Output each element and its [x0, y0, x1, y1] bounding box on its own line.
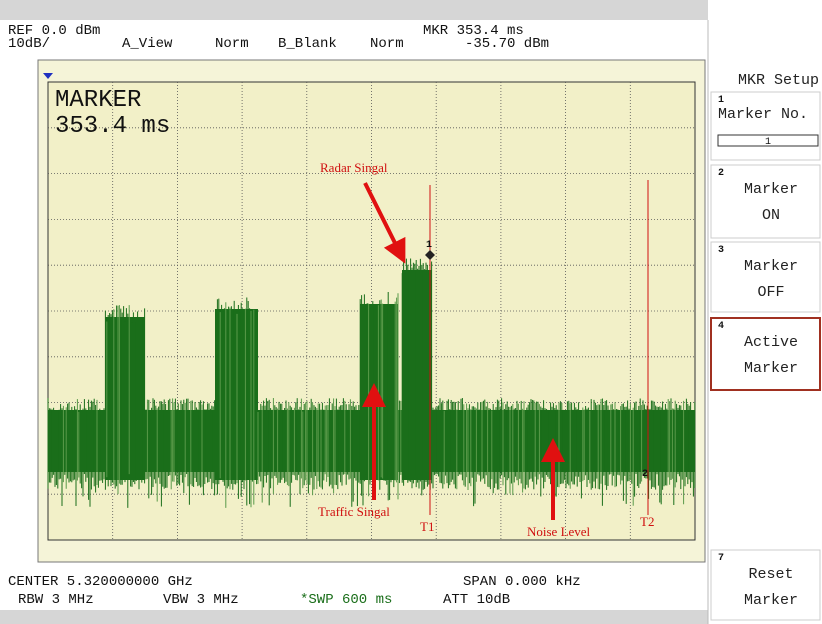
ref-level: REF 0.0 dBm [8, 23, 100, 39]
marker-diamond [425, 250, 435, 260]
softkey-field [717, 134, 819, 147]
marker-level: -35.70 dBm [465, 36, 549, 52]
ref-marker [43, 73, 53, 79]
b-blank: B_Blank [278, 36, 337, 52]
softkey-label: Marker [744, 181, 798, 198]
attenuation: ATT 10dB [443, 592, 510, 608]
t1-label: T1 [420, 519, 434, 534]
softkey-number: 3 [718, 245, 724, 256]
sweep: *SWP 600 ms [300, 592, 392, 608]
rbw: RBW 3 MHz [18, 592, 94, 608]
marker-time: MKR 353.4 ms [423, 23, 524, 39]
softkey-label: OFF [757, 284, 784, 301]
a-view: A_View [122, 36, 173, 52]
softkey-label: Marker [744, 258, 798, 275]
softkey[interactable] [710, 164, 821, 239]
marker-title: MARKER [55, 87, 141, 114]
trace [47, 258, 696, 508]
span: SPAN 0.000 kHz [463, 574, 581, 590]
center-freq: CENTER 5.320000000 GHz [8, 574, 193, 590]
softkey-label: Reset [748, 566, 793, 583]
softkey-label: ON [762, 207, 780, 224]
vbw: VBW 3 MHz [163, 592, 239, 608]
softkey-field-value: 1 [765, 137, 771, 148]
marker-value: 353.4 ms [55, 113, 170, 140]
traffic-label: Traffic Singal [318, 504, 390, 519]
softkey-label: Marker No. [718, 106, 808, 123]
softkey[interactable] [710, 241, 821, 313]
softkey[interactable] [710, 91, 821, 161]
softkey[interactable] [710, 549, 821, 621]
softkey-number: 2 [718, 168, 724, 179]
radar-arrow [363, 182, 406, 264]
norm-b: Norm [370, 36, 404, 52]
marker-number: 1 [426, 240, 432, 251]
softkey-label: Active [744, 334, 798, 351]
t2-number: 2 [642, 469, 648, 480]
softkey[interactable] [710, 317, 821, 391]
scale: 10dB/ [8, 36, 50, 52]
softkey-number: 1 [718, 95, 724, 106]
bottom-bar [0, 610, 710, 624]
softkey-number: 7 [718, 553, 724, 564]
norm-a: Norm [215, 36, 249, 52]
softkey-number: 4 [718, 321, 724, 332]
softkey-label: Marker [744, 360, 798, 377]
radar-label: Radar Singal [320, 160, 388, 175]
noise-label: Noise Level [527, 524, 591, 539]
softkey-title: MKR Setup [738, 72, 819, 89]
t2-label: T2 [640, 514, 654, 529]
top-bar [0, 0, 710, 20]
softkey-label: Marker [744, 592, 798, 609]
